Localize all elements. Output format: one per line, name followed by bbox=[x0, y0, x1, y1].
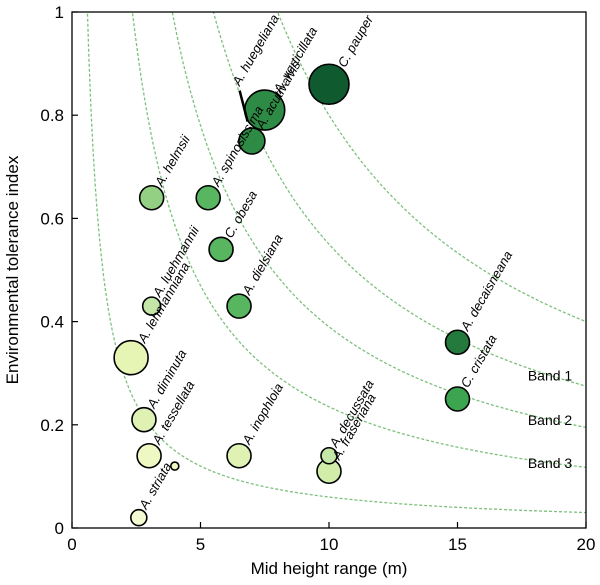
x-tick-label: 0 bbox=[67, 535, 76, 554]
label-a-inophloia: A. inophloia bbox=[239, 381, 286, 448]
y-axis-title: Environmental tolerance index bbox=[3, 155, 22, 384]
y-tick-label: 0.4 bbox=[40, 313, 64, 332]
label-a-striata: A. striata bbox=[136, 460, 175, 513]
band-labels: Band 1 Band 2 Band 3 bbox=[528, 367, 573, 470]
x-tick-label: 5 bbox=[196, 535, 205, 554]
bubble-unlabelled bbox=[170, 461, 180, 471]
bubble-c-cristata bbox=[444, 386, 471, 412]
bubble-a-decaisneana bbox=[444, 329, 471, 356]
bubble-a-acutivalvis bbox=[238, 127, 266, 155]
x-axis-title: Mid height range (m) bbox=[251, 559, 408, 578]
bubble-a-lehmanniana bbox=[113, 339, 149, 376]
bubble-a-inophloia bbox=[226, 442, 252, 469]
bubble-a-striata bbox=[130, 508, 148, 527]
band-label-band-3: Band 3 bbox=[528, 455, 573, 471]
huegeliana-leader-line bbox=[238, 90, 249, 122]
label-a-huegeliana: A. huegeliana bbox=[229, 12, 282, 89]
bubble-a-tessellata bbox=[136, 442, 162, 469]
y-tick-label: 0.8 bbox=[40, 106, 64, 125]
label-c-pauper: C. pauper bbox=[335, 12, 377, 70]
label-a-helmsii: A. helmsii bbox=[151, 132, 193, 190]
band-boundary-curve bbox=[86, 12, 586, 514]
bubble-a-spinosissima bbox=[195, 184, 222, 211]
bubble-a-helmsii bbox=[138, 184, 165, 211]
band-boundary-curve bbox=[171, 12, 586, 429]
data-points bbox=[113, 63, 471, 527]
x-axis-ticks: 0 5 10 15 20 bbox=[67, 522, 595, 554]
bubble-c-obesa bbox=[208, 236, 234, 263]
label-a-dielsiana: A. dielsiana bbox=[239, 231, 286, 298]
x-tick-label: 15 bbox=[448, 535, 467, 554]
label-a-decaisneana: A. decaisneana bbox=[457, 248, 515, 334]
bubble-a-luehmannii bbox=[141, 296, 162, 316]
band-boundary-curve bbox=[276, 12, 586, 323]
y-axis-ticks: 0 0.2 0.4 0.6 0.8 1 bbox=[40, 3, 78, 538]
y-tick-label: 0.6 bbox=[40, 209, 64, 228]
y-tick-label: 1 bbox=[55, 3, 64, 22]
band-label-band-1: Band 1 bbox=[528, 367, 573, 383]
x-tick-label: 20 bbox=[577, 535, 596, 554]
x-tick-label: 10 bbox=[320, 535, 339, 554]
bubble-c-pauper bbox=[308, 63, 350, 106]
label-c-obesa: C. obesa bbox=[221, 188, 260, 241]
band-boundary-curve bbox=[131, 12, 586, 469]
y-tick-label: 0 bbox=[55, 519, 64, 538]
y-tick-label: 0.2 bbox=[40, 416, 64, 435]
bubble-a-diminuta bbox=[131, 406, 157, 433]
band-label-band-2: Band 2 bbox=[528, 412, 573, 428]
bubble-a-dielsiana bbox=[226, 293, 252, 319]
bubble-a-decussata bbox=[320, 446, 338, 465]
